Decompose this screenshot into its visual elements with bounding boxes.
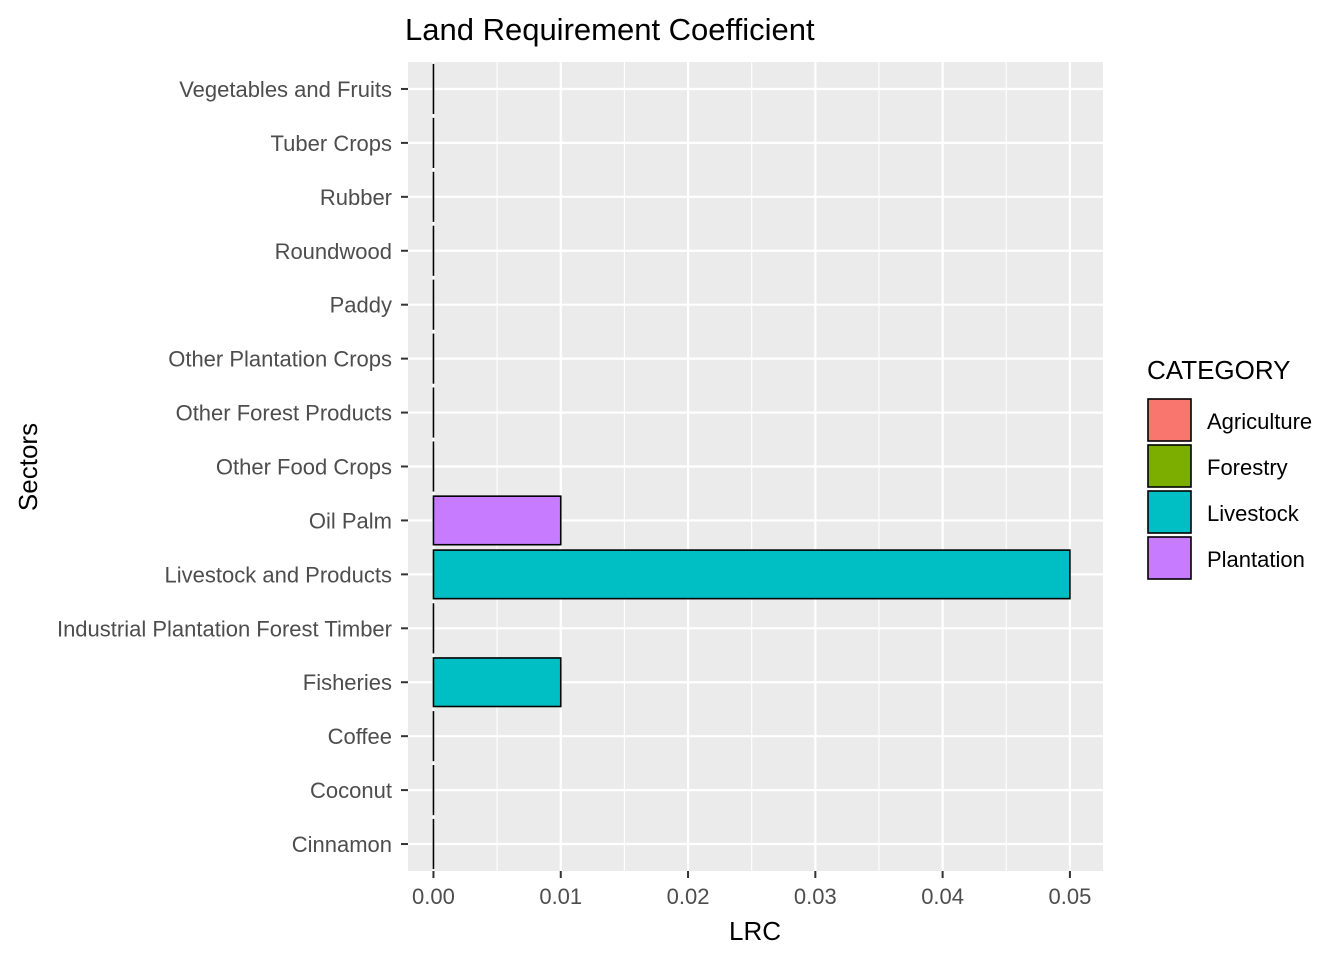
y-tick-label: Other Forest Products (176, 401, 392, 426)
legend-label-forestry: Forestry (1207, 455, 1288, 480)
x-tick-label: 0.04 (921, 884, 964, 909)
legend-label-plantation: Plantation (1207, 547, 1305, 572)
chart-title: Land Requirement Coefficient (405, 12, 815, 47)
y-tick-label: Oil Palm (309, 508, 392, 533)
y-tick-label: Vegetables and Fruits (179, 77, 392, 102)
legend-items: Agriculture Forestry Livestock Plantation (1147, 398, 1312, 580)
y-tick-label: Fisheries (303, 670, 392, 695)
y-tick-label: Other Plantation Crops (168, 347, 392, 372)
legend-label-livestock: Livestock (1207, 501, 1300, 526)
bars (432, 63, 1071, 870)
x-tick-label: 0.00 (412, 884, 455, 909)
x-axis: 0.00 0.01 0.02 0.03 0.04 0.05 (412, 871, 1091, 909)
y-tick-label: Cinnamon (292, 832, 392, 857)
bar-fisheries (432, 657, 562, 708)
y-tick-label: Other Food Crops (216, 455, 392, 480)
x-tick-label: 0.01 (539, 884, 582, 909)
y-tick-label: Rubber (320, 185, 392, 210)
y-axis: Cinnamon Coconut Coffee Fisheries Industrial… (57, 77, 408, 857)
bar-oil-palm (432, 495, 562, 546)
bar-livestock-and-products (432, 549, 1071, 600)
x-tick-label: 0.02 (667, 884, 710, 909)
y-axis-title: Sectors (13, 423, 43, 511)
legend-key-livestock (1147, 490, 1192, 534)
y-tick-label: Tuber Crops (271, 131, 392, 156)
y-tick-label: Coffee (328, 724, 392, 749)
y-tick-label: Livestock and Products (165, 562, 392, 587)
y-tick-label: Industrial Plantation Forest Timber (57, 616, 392, 641)
grid-major (408, 62, 1103, 871)
y-tick-label: Coconut (310, 778, 392, 803)
legend-label-agriculture: Agriculture (1207, 409, 1312, 434)
y-tick-label: Paddy (330, 293, 392, 318)
legend-key-forestry (1147, 444, 1192, 488)
legend-title: CATEGORY (1147, 355, 1291, 385)
x-tick-label: 0.05 (1048, 884, 1091, 909)
legend-key-plantation (1147, 536, 1192, 580)
y-tick-label: Roundwood (275, 239, 392, 264)
legend: CATEGORY Agriculture Forestry Livestock Pla… (1147, 355, 1312, 580)
legend-key-agriculture (1147, 398, 1192, 442)
x-tick-label: 0.03 (794, 884, 837, 909)
x-axis-title: LRC (729, 916, 781, 946)
